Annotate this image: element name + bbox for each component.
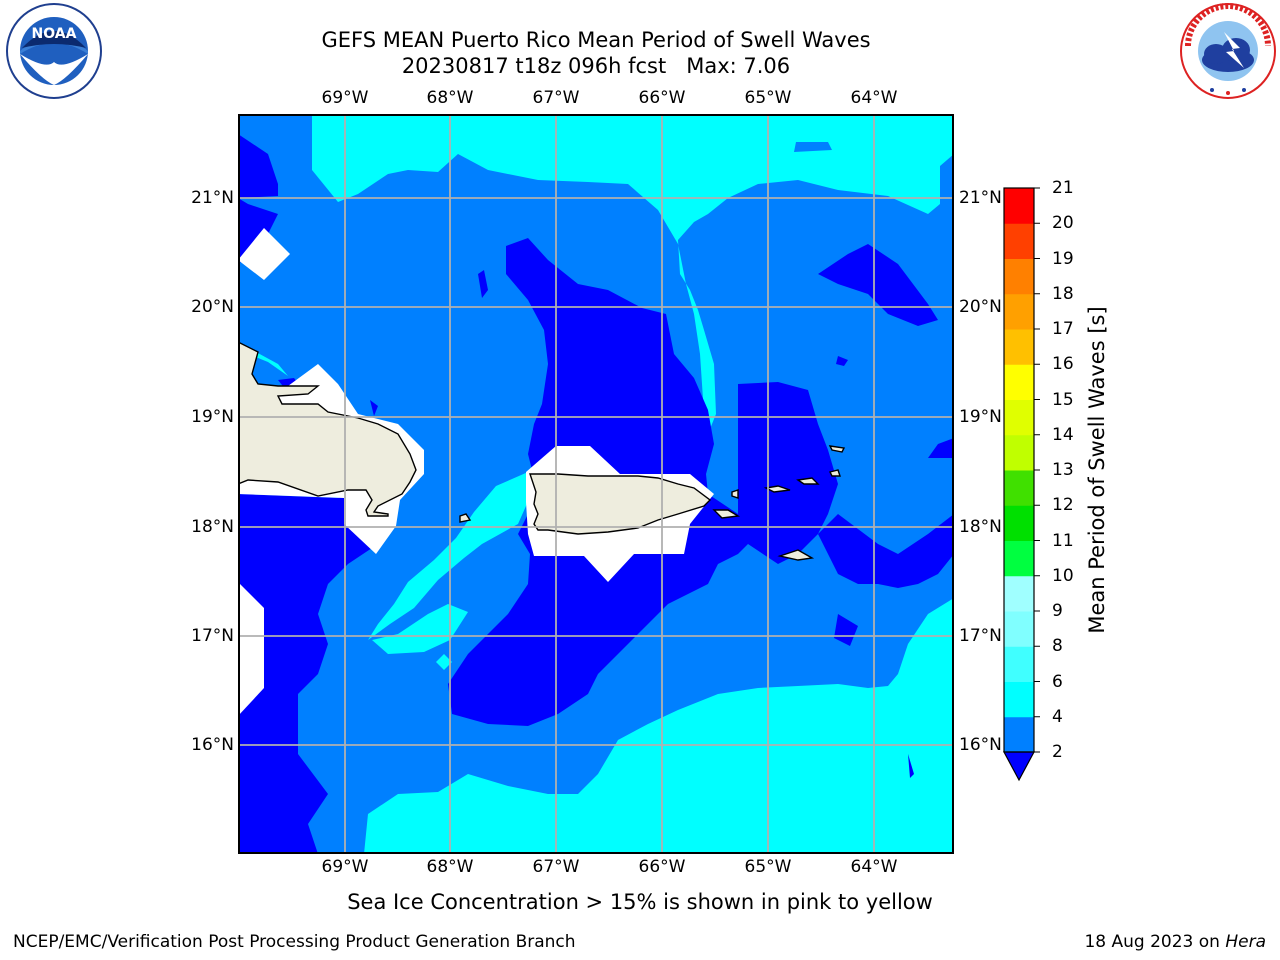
- lon-label-bottom: 68°W: [426, 857, 474, 877]
- colorbar-swatch: [1004, 470, 1034, 506]
- virgin-islands: [763, 485, 791, 493]
- lon-label-top: 69°W: [321, 88, 369, 108]
- colorbar-tick-label: 6: [1052, 671, 1063, 692]
- caption-text: Sea Ice Concentration > 15% is shown in …: [347, 890, 933, 914]
- lon-label-bottom: 69°W: [321, 857, 369, 877]
- lon-label-top: 67°W: [532, 88, 580, 108]
- lon-label-top: 64°W: [850, 88, 898, 108]
- colorbar-tick-label: 11: [1052, 530, 1074, 551]
- map-subtitle: 20230817 t18z 096h fcst Max: 7.06: [401, 54, 791, 78]
- lon-label-bottom: 65°W: [744, 857, 792, 877]
- puerto-rico: [529, 473, 712, 535]
- lon-label-bottom: 66°W: [638, 857, 686, 877]
- lat-label-left: 19°N: [191, 407, 234, 427]
- colorbar-tick-label: 8: [1052, 636, 1063, 657]
- lon-label-top: 66°W: [638, 88, 686, 108]
- colorbar-tick-label: 12: [1052, 495, 1074, 516]
- lat-label-right: 21°N: [959, 188, 1002, 208]
- sea-ice-caption: Sea Ice Concentration > 15% is shown in …: [0, 890, 1280, 914]
- hispaniola: [238, 341, 417, 517]
- map-frame: [238, 114, 954, 854]
- colorbar-tick-label: 20: [1052, 213, 1074, 234]
- virgin-islands-2: [796, 477, 820, 485]
- lat-label-left: 16°N: [191, 735, 234, 755]
- nws-logo: [1180, 3, 1276, 99]
- land: [238, 341, 846, 561]
- graticule: [238, 114, 954, 854]
- lat-label-right: 18°N: [959, 517, 1002, 537]
- colorbar-swatch: [1004, 258, 1034, 295]
- colorbar-swatch: [1004, 434, 1034, 471]
- svg-text:NOAA: NOAA: [32, 26, 77, 42]
- lon-label-top: 65°W: [744, 88, 792, 108]
- colorbar-tick-label: 10: [1052, 565, 1074, 586]
- virgin-islands-3: [828, 445, 846, 453]
- colorbar-tick-label: 2: [1052, 742, 1063, 762]
- band-6-8-regions: [238, 114, 954, 854]
- colorbar-swatch: [1004, 364, 1034, 400]
- lat-label-left: 17°N: [191, 626, 234, 646]
- lat-label-right: 19°N: [959, 407, 1002, 427]
- colorbar-swatch: [1004, 399, 1034, 436]
- colorbar-swatch: [1004, 611, 1034, 647]
- colorbar-swatch: [1004, 188, 1034, 224]
- lat-label-right: 16°N: [959, 735, 1002, 755]
- colorbar-tick-label: 14: [1052, 424, 1074, 445]
- colorbar: [1002, 187, 1040, 782]
- colorbar-tick-label: 13: [1052, 460, 1074, 480]
- footer-host: Hera: [1225, 932, 1266, 952]
- map-title: GEFS MEAN Puerto Rico Mean Period of Swe…: [321, 28, 871, 52]
- lat-label-left: 18°N: [191, 517, 234, 537]
- colorbar-tick-label: 17: [1052, 319, 1074, 339]
- lat-label-left: 20°N: [191, 297, 234, 317]
- colorbar-tick-label: 19: [1052, 248, 1074, 269]
- lat-label-left: 21°N: [191, 188, 234, 208]
- colorbar-tick-label: 4: [1052, 706, 1063, 727]
- noaa-logo: NOAA: [6, 3, 102, 99]
- colorbar-tick-label: 16: [1052, 354, 1074, 375]
- colorbar-swatch: [1004, 505, 1034, 541]
- colorbar-swatch: [1004, 716, 1034, 753]
- lon-label-bottom: 67°W: [532, 857, 580, 877]
- colorbar-tick-label: 21: [1052, 178, 1074, 198]
- lon-label-bottom: 64°W: [850, 857, 898, 877]
- colorbar-extend-arrow: [1002, 751, 1036, 782]
- culebra: [731, 489, 739, 499]
- colorbar-title: Mean Period of Swell Waves [s]: [1085, 306, 1109, 634]
- colorbar-swatch: [1004, 293, 1034, 330]
- colorbar-swatch: [1004, 540, 1034, 577]
- colorbar-swatch: [1004, 681, 1034, 718]
- footer-date: 18 Aug 2023 on Hera: [1084, 932, 1266, 952]
- st-croix: [777, 549, 815, 561]
- colorbar-swatch: [1004, 223, 1034, 259]
- vieques: [712, 509, 741, 519]
- anguilla: [828, 469, 841, 477]
- lon-label-top: 68°W: [426, 88, 474, 108]
- colorbar-tick-label: 18: [1052, 283, 1074, 304]
- map-panel: [238, 114, 954, 854]
- footer-date-text: 18 Aug 2023 on: [1084, 932, 1226, 952]
- mona-island: [459, 513, 472, 523]
- lat-label-right: 17°N: [959, 626, 1002, 646]
- colorbar-swatch: [1004, 575, 1034, 612]
- colorbar-tick-label: 9: [1052, 601, 1063, 621]
- lat-label-right: 20°N: [959, 297, 1002, 317]
- footer-credit: NCEP/EMC/Verification Post Processing Pr…: [13, 932, 576, 952]
- colorbar-tick-label: 15: [1052, 389, 1074, 410]
- colorbar-swatch: [1004, 329, 1034, 365]
- colorbar-swatch: [1004, 646, 1034, 682]
